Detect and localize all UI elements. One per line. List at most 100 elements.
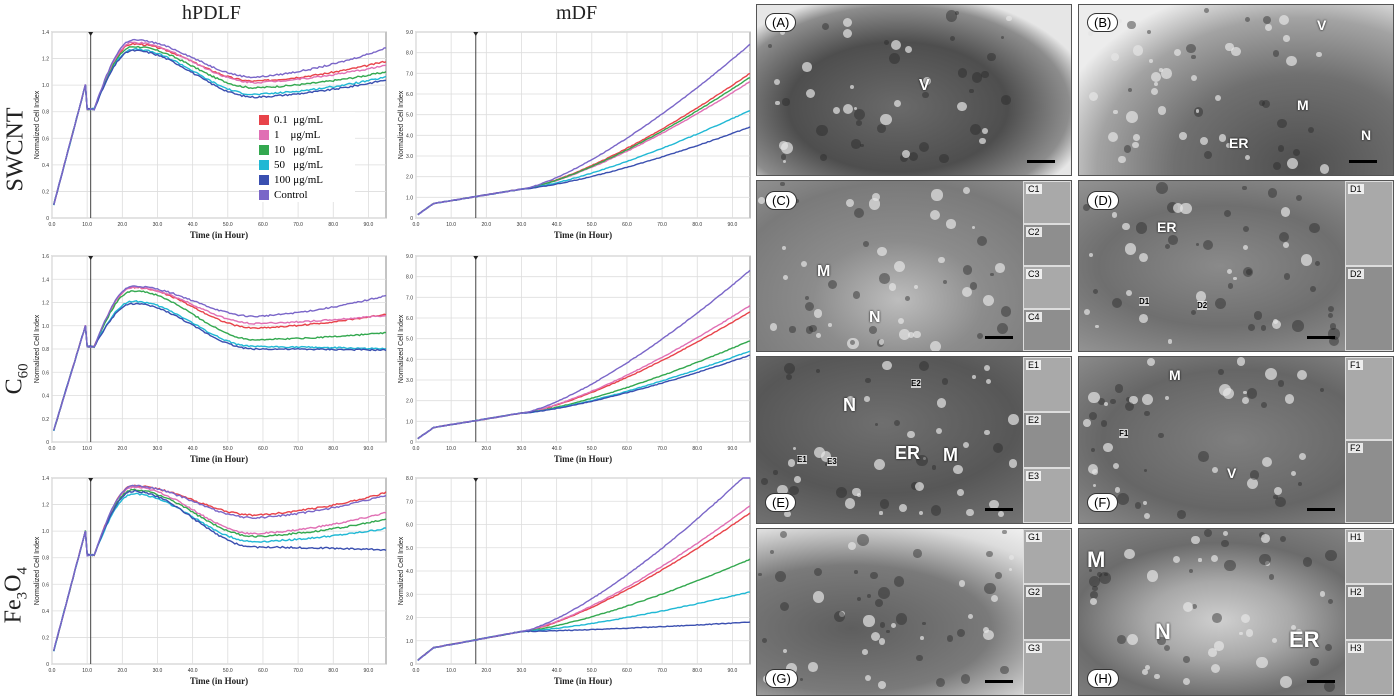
vacuole-texture [922,91,929,99]
vacuole-texture [1277,144,1285,152]
vacuole-texture [1231,46,1241,56]
vacuole-texture [870,571,878,580]
vacuole-texture [835,487,847,499]
y-tick-label: 1.2 [42,301,49,307]
vacuole-texture [1102,442,1113,453]
inset-label: H1 [1348,532,1364,542]
organelle-label: M [1169,367,1181,383]
vacuole-texture [1198,451,1209,462]
vacuole-texture [868,198,881,210]
vacuole-texture [1084,308,1091,315]
column-title-mdf: mDF [556,2,598,24]
vacuole-texture [1114,487,1121,493]
micrograph-panel-d: (D) ER D1 D2 D1 D2 [1078,180,1394,352]
vacuole-texture [789,485,799,495]
vacuole-texture [1112,212,1118,218]
vacuole-texture [1090,448,1095,453]
vacuole-texture [1221,539,1230,548]
legend-label: 10 μg/mL [274,143,323,156]
vacuole-texture [1082,418,1091,427]
vacuole-texture [782,98,790,106]
vacuole-texture [1191,54,1196,60]
vacuole-texture [1309,222,1321,234]
vacuole-texture [1243,267,1254,278]
y-tick-label: 3.0 [406,378,413,384]
vacuole-texture [1267,188,1278,198]
vacuole-texture [993,442,1004,453]
vacuole-texture [957,628,966,637]
vacuole-texture [804,295,809,300]
y-tick-label: 8.0 [406,275,413,281]
detail-inset: G3 [1023,639,1071,695]
vacuole-texture [847,337,860,350]
x-tick-label: 20.0 [117,446,127,452]
vacuole-texture [1225,42,1235,52]
vacuole-texture [1208,648,1218,658]
vacuole-texture [886,629,890,634]
vacuole-texture [1298,482,1302,486]
vacuole-texture [1166,202,1178,214]
x-tick-label: 90.0 [364,222,374,228]
vacuole-texture [800,261,807,268]
vacuole-texture [860,143,865,148]
vacuole-texture [1115,384,1124,393]
row-label-fe3o4-sub: 3 [14,591,31,600]
inset-label: C1 [1026,184,1042,194]
vacuole-texture [844,497,856,509]
scale-bar [985,680,1013,683]
legend-label: 50 μg/mL [274,158,323,171]
x-tick-label: 10.0 [82,446,92,452]
vacuole-texture [816,369,821,374]
vacuole-texture [1281,207,1291,217]
x-tick-label: 40.0 [552,446,562,452]
x-tick-label: 80.0 [328,446,338,452]
row-label-swcnt: SWCNT [3,108,30,192]
vacuole-texture [949,36,955,42]
x-tick-label: 60.0 [258,668,268,674]
y-axis-label: Normalized Cell Index [34,314,41,383]
vacuole-texture [1316,51,1322,57]
vacuole-texture [1092,288,1098,294]
vacuole-texture [1089,590,1098,600]
y-tick-label: 0.6 [42,136,49,142]
vacuole-texture [1190,75,1197,81]
panel-label: (D) [1087,191,1120,210]
panel-label: (H) [1087,669,1120,688]
vacuole-texture [853,207,864,218]
vacuole-texture [957,489,964,496]
y-tick-label: 1.2 [42,503,49,509]
x-tick-label: 40.0 [552,222,562,228]
vacuole-texture [1315,261,1320,266]
vacuole-texture [1107,131,1119,143]
vacuole-texture [852,487,861,497]
vacuole-texture [982,295,994,307]
vacuole-texture [805,301,815,311]
vacuole-texture [962,287,973,298]
vacuole-texture [922,456,927,461]
vacuole-texture [1195,291,1207,302]
vacuole-texture [1271,319,1281,329]
vacuole-texture [976,332,983,339]
vacuole-texture [1127,633,1139,645]
vacuole-texture [1002,529,1007,535]
vacuole-texture [894,100,902,108]
detail-inset: D1 [1345,181,1393,266]
vacuole-texture [919,511,924,516]
vacuole-texture [875,598,884,607]
micrograph-panel-f: (F) M V F1 F1 F2 [1078,356,1394,524]
vacuole-texture [1262,15,1272,25]
vacuole-texture [782,159,787,164]
vacuole-texture [870,632,881,642]
vacuole-texture [1245,629,1254,637]
y-axis-label: Normalized Cell Index [34,90,41,159]
organelle-label: D1 [1139,297,1150,306]
vacuole-texture [955,11,960,16]
organelle-label: D2 [1197,301,1208,310]
y-tick-label: 6.0 [406,316,413,322]
vacuole-texture [794,476,801,483]
organelle-label: N [843,395,856,415]
vacuole-texture [857,596,862,601]
vacuole-texture [1279,535,1287,542]
y-tick-label: 0.4 [42,394,49,400]
vacuole-texture [1095,325,1099,329]
